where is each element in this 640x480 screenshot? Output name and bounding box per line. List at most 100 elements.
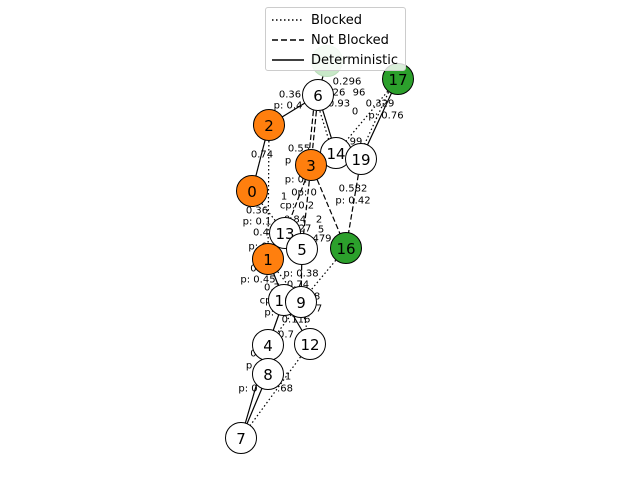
node-2: 2 (253, 109, 285, 141)
edge-label: 479 (312, 234, 331, 245)
edge-label: p: 0 (238, 384, 257, 395)
edge-label: 2 (316, 215, 322, 226)
edge-label: 0.7 (278, 330, 294, 341)
node-circle (285, 286, 317, 318)
edge-label: 96 (353, 88, 366, 99)
edge-label: 0.36 (246, 206, 268, 217)
node-4: 4 (252, 329, 284, 361)
node-circle (286, 233, 318, 265)
edge-label: 0.296 (333, 77, 362, 88)
node-label: 8 (263, 366, 273, 384)
edge-label: 1 (281, 192, 287, 203)
solid-line-swatch (272, 59, 304, 61)
edge-label: p: 0. (285, 175, 307, 186)
edge-label: 0.74 (251, 150, 273, 161)
legend-item-not-blocked: Not Blocked (272, 31, 389, 49)
edge-label: 0 (352, 107, 358, 118)
node-3: 3 (295, 149, 327, 181)
edge-label: 0.7 (264, 283, 280, 294)
node-circle (302, 79, 334, 111)
node-0: 0 (236, 175, 268, 207)
node-label: 14 (326, 145, 345, 163)
node-circle (295, 149, 327, 181)
edge-label: .68 (277, 384, 293, 395)
legend-label-deterministic: Deterministic (311, 52, 398, 68)
edge-label: p (285, 156, 291, 167)
node-6: 6 (302, 79, 334, 111)
node-circle (345, 143, 377, 175)
node-8: 8 (252, 358, 284, 390)
edge-label: 1 (285, 372, 291, 383)
edge-label: p: 0 (264, 308, 283, 319)
node-label: 19 (351, 151, 370, 169)
node-label: 1 (263, 251, 273, 269)
edge-label: 0p: 0 (291, 188, 317, 199)
edge-label: 0.84 (284, 215, 306, 226)
node-circle (330, 232, 362, 264)
node-1: 1 (252, 243, 284, 275)
node-label: 0 (247, 183, 257, 201)
edge-label: p: 0.76 (368, 111, 403, 122)
node-circle (294, 328, 326, 360)
edge-label: 27 (299, 224, 312, 235)
edge-dotted-2-1 (267, 124, 270, 260)
node-7: 7 (225, 422, 257, 454)
node-label: 3 (306, 157, 316, 175)
node-circle (252, 358, 284, 390)
edge-label: p: 0.45 (240, 275, 275, 286)
legend-label-not-blocked: Not Blocked (311, 32, 389, 48)
node-9: 9 (285, 286, 317, 318)
node-14: 14 (320, 137, 352, 169)
edge-label: 0.36 (279, 90, 301, 101)
node-circle (236, 175, 268, 207)
node-label: 4 (263, 337, 273, 355)
dotted-line-swatch (272, 19, 304, 21)
node-5: 5 (286, 233, 318, 265)
edge-label: 0.582 (339, 184, 368, 195)
dashed-line-swatch (272, 39, 304, 41)
edge-dotted-17-14 (335, 78, 399, 154)
node-label: 7 (236, 430, 246, 448)
edge-label: p: 0.38 (283, 269, 318, 280)
node-label: 6 (313, 87, 323, 105)
node-circle (225, 422, 257, 454)
edge-label: cp: 0.2 (280, 201, 314, 212)
legend: Blocked Not Blocked Deterministic (265, 7, 406, 71)
node-label: 16 (336, 240, 355, 258)
edge-label: p: 0.4 (274, 101, 303, 112)
edge-label: 5 (318, 225, 324, 236)
edge-label: p (246, 361, 252, 372)
node-label: 5 (297, 241, 307, 259)
edge-label: 99 (350, 137, 363, 148)
node-label: 9 (296, 294, 306, 312)
edge-label: p: 0.42 (335, 196, 370, 207)
edge-label: 0.74 (287, 280, 309, 291)
node-16: 16 (330, 232, 362, 264)
node-label: 12 (300, 336, 319, 354)
legend-label-blocked: Blocked (311, 12, 362, 28)
edge-dotted-12-7 (240, 343, 311, 439)
edge-label: 0.55 (288, 144, 310, 155)
edge-dotted-9-12 (300, 301, 311, 345)
edge-label: p: 0.1 (243, 217, 272, 228)
edge-label: 0.93 (328, 99, 350, 110)
node-label: 13 (275, 225, 294, 243)
edge-label: 0. (250, 264, 260, 275)
edge-label: 0.329 (366, 99, 395, 110)
edge-dashed-3-5 (301, 164, 312, 250)
legend-item-blocked: Blocked (272, 11, 362, 29)
node-19: 19 (345, 143, 377, 175)
node-label: 17 (388, 71, 407, 89)
node-12: 12 (294, 328, 326, 360)
node-circle (252, 243, 284, 275)
edge-label: 0.4 (253, 228, 269, 239)
edge-label: 26 (333, 88, 346, 99)
edge-label: 0.116 (282, 315, 311, 326)
edge-label: 7 (316, 304, 322, 315)
legend-item-deterministic: Deterministic (272, 51, 398, 69)
edge-label: 8 (314, 292, 320, 303)
node-circle (253, 109, 285, 141)
node-label: 2 (264, 117, 274, 135)
